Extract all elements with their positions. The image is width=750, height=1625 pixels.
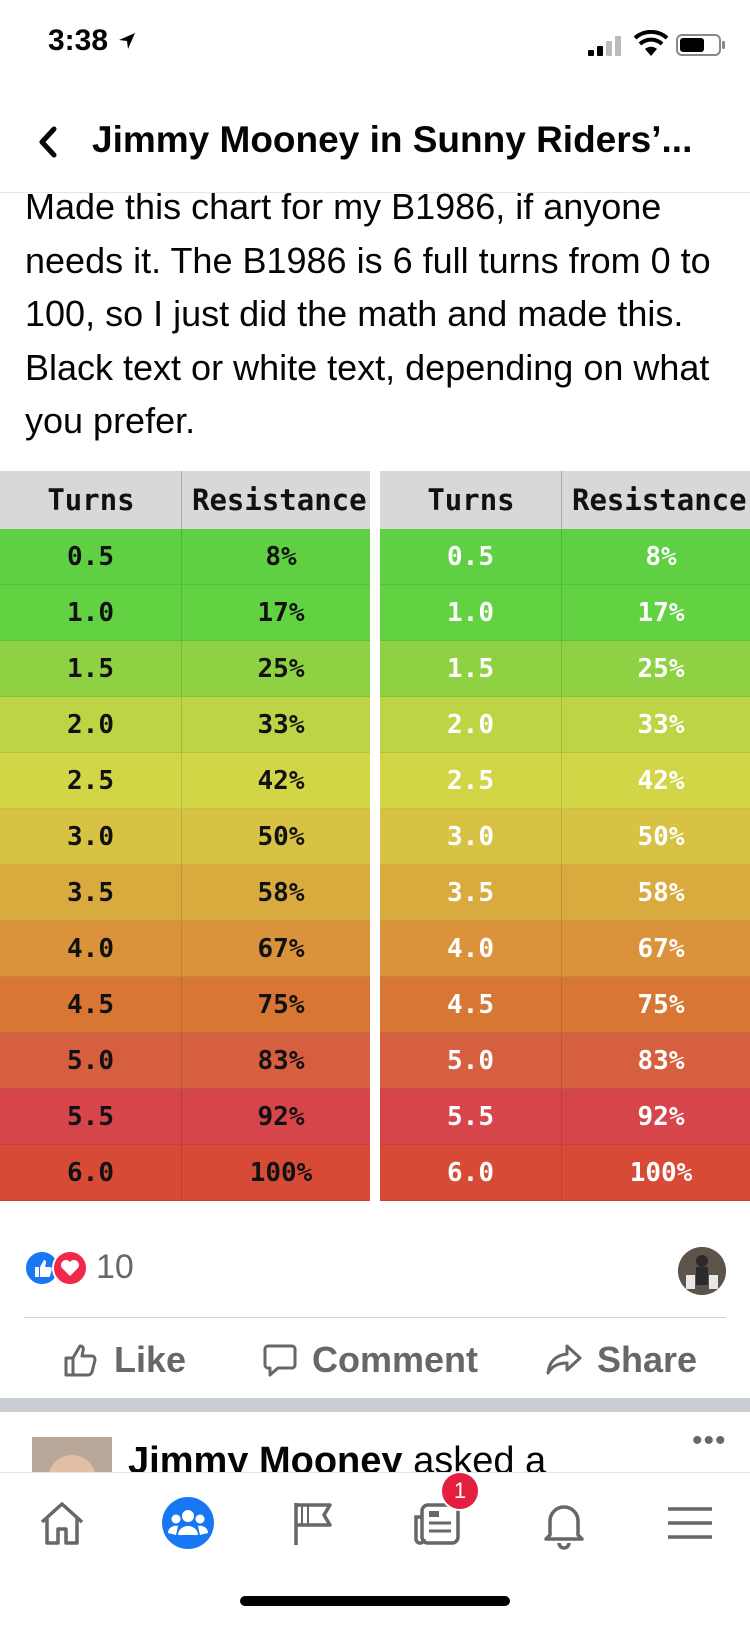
- comment-bubble-icon: [263, 1344, 297, 1377]
- turns-resistance-table-white-text: Turns Resistance 0.5 8% 1.0 17% 1.5 25% 2.0 33% 2.…: [380, 471, 750, 1223]
- table-cell-resistance: 83%: [562, 1033, 750, 1089]
- pages-flag-tab-icon[interactable]: [286, 1495, 342, 1551]
- table-cell-resistance: 75%: [182, 977, 370, 1033]
- table-cell-resistance: 83%: [182, 1033, 370, 1089]
- table-cell-resistance: 100%: [182, 1145, 370, 1201]
- table-cell-turns: 4.5: [380, 977, 562, 1033]
- table-cell-turns: 0.5: [380, 529, 562, 585]
- thumbs-up-icon: [64, 1344, 97, 1377]
- table-cell-turns: 1.0: [380, 585, 562, 641]
- like-reaction-icon: [24, 1250, 60, 1286]
- table-header-turns: Turns: [0, 471, 182, 529]
- feed-separator: [0, 1398, 750, 1412]
- home-tab-icon[interactable]: [34, 1495, 90, 1551]
- table-cell-resistance: 67%: [562, 921, 750, 977]
- next-post-preview[interactable]: Jimmy Mooney asked a •••: [0, 1412, 750, 1472]
- like-button[interactable]: Like: [62, 1335, 186, 1385]
- table-cell-turns: 2.5: [380, 753, 562, 809]
- table-cell-turns: 5.0: [380, 1033, 562, 1089]
- divider: [24, 1317, 726, 1318]
- commenter-avatar[interactable]: [678, 1247, 726, 1295]
- table-cell-turns: 1.5: [0, 641, 182, 697]
- notifications-bell-tab-icon[interactable]: [536, 1495, 592, 1551]
- table-cell-resistance: 25%: [182, 641, 370, 697]
- table-cell-resistance: 8%: [182, 529, 370, 585]
- table-cell-turns: 6.0: [380, 1145, 562, 1201]
- back-chevron-icon[interactable]: [30, 117, 66, 167]
- table-cell-resistance: 50%: [182, 809, 370, 865]
- cellular-signal-icon: [588, 36, 621, 56]
- table-cell-resistance: 8%: [562, 529, 750, 585]
- next-post-header: Jimmy Mooney asked a: [128, 1440, 546, 1472]
- table-header-resistance: Resistance: [192, 483, 367, 517]
- table-cell-turns: 3.0: [0, 809, 182, 865]
- table-cell-turns: 2.0: [380, 697, 562, 753]
- comment-label: Comment: [312, 1339, 479, 1380]
- home-indicator: [240, 1596, 510, 1606]
- table-cell-turns: 4.0: [0, 921, 182, 977]
- table-cell-turns: 5.5: [0, 1089, 182, 1145]
- table-cell-turns: 3.5: [380, 865, 562, 921]
- table-cell-resistance: 50%: [562, 809, 750, 865]
- share-arrow-icon: [546, 1344, 582, 1375]
- next-post-avatar[interactable]: [32, 1437, 112, 1472]
- table-cell-turns: 2.0: [0, 697, 182, 753]
- comment-button[interactable]: Comment: [262, 1335, 478, 1385]
- table-cell-resistance: 92%: [562, 1089, 750, 1145]
- turns-resistance-table-black-text: Turns Resistance 0.5 8% 1.0 17% 1.5 25% 2.0 33% 2.…: [0, 471, 370, 1223]
- table-cell-turns: 5.5: [380, 1089, 562, 1145]
- table-cell-resistance: 17%: [182, 585, 370, 641]
- table-cell-resistance: 67%: [182, 921, 370, 977]
- post-text: Made this chart for my B1986, if anyone …: [25, 186, 711, 441]
- share-label: Share: [597, 1339, 698, 1380]
- table-cell-resistance: 17%: [562, 585, 750, 641]
- table-cell-resistance: 33%: [182, 697, 370, 753]
- more-options-icon[interactable]: •••: [692, 1424, 727, 1457]
- table-header-resistance: Resistance: [572, 483, 747, 517]
- location-arrow-icon: [119, 33, 135, 49]
- table-cell-turns: 5.0: [0, 1033, 182, 1089]
- table-cell-resistance: 92%: [182, 1089, 370, 1145]
- table-cell-turns: 1.5: [380, 641, 562, 697]
- table-cell-resistance: 75%: [562, 977, 750, 1033]
- status-bar: 3:38: [0, 0, 750, 92]
- navigation-header: Jimmy Mooney in Sunny Riders’...: [0, 92, 750, 193]
- table-cell-resistance: 33%: [562, 697, 750, 753]
- table-cell-resistance: 58%: [562, 865, 750, 921]
- table-cell-resistance: 58%: [182, 865, 370, 921]
- table-header-row: [380, 471, 750, 530]
- table-cell-turns: 6.0: [0, 1145, 182, 1201]
- post-image[interactable]: Turns Resistance 0.5 8% 1.0 17% 1.5 25% 2.0 33% 2.…: [0, 471, 750, 1223]
- wifi-icon: [634, 30, 668, 56]
- table-cell-turns: 4.0: [380, 921, 562, 977]
- battery-icon: [676, 34, 725, 56]
- next-post-action: asked a: [402, 1440, 547, 1472]
- table-cell-turns: 3.0: [380, 809, 562, 865]
- menu-hamburger-tab-icon[interactable]: [662, 1495, 718, 1551]
- table-cell-turns: 0.5: [0, 529, 182, 585]
- table-header-turns: Turns: [380, 471, 562, 529]
- table-cell-turns: 2.5: [0, 753, 182, 809]
- reaction-count: 10: [96, 1248, 134, 1286]
- table-cell-turns: 3.5: [0, 865, 182, 921]
- next-post-author[interactable]: Jimmy Mooney: [128, 1440, 403, 1472]
- love-reaction-icon: [52, 1250, 88, 1286]
- table-cell-resistance: 100%: [562, 1145, 750, 1201]
- status-time: 3:38: [48, 24, 109, 57]
- notification-badge: 1: [440, 1471, 480, 1511]
- table-cell-turns: 4.5: [0, 977, 182, 1033]
- table-cell-resistance: 42%: [562, 753, 750, 809]
- news-feed-tab-icon[interactable]: [410, 1495, 466, 1551]
- page-title[interactable]: Jimmy Mooney in Sunny Riders’...: [92, 119, 693, 160]
- table-cell-turns: 1.0: [0, 585, 182, 641]
- table-cell-resistance: 42%: [182, 753, 370, 809]
- like-label: Like: [114, 1339, 187, 1380]
- groups-tab-icon[interactable]: [160, 1495, 216, 1551]
- share-button[interactable]: Share: [545, 1335, 697, 1385]
- table-cell-resistance: 25%: [562, 641, 750, 697]
